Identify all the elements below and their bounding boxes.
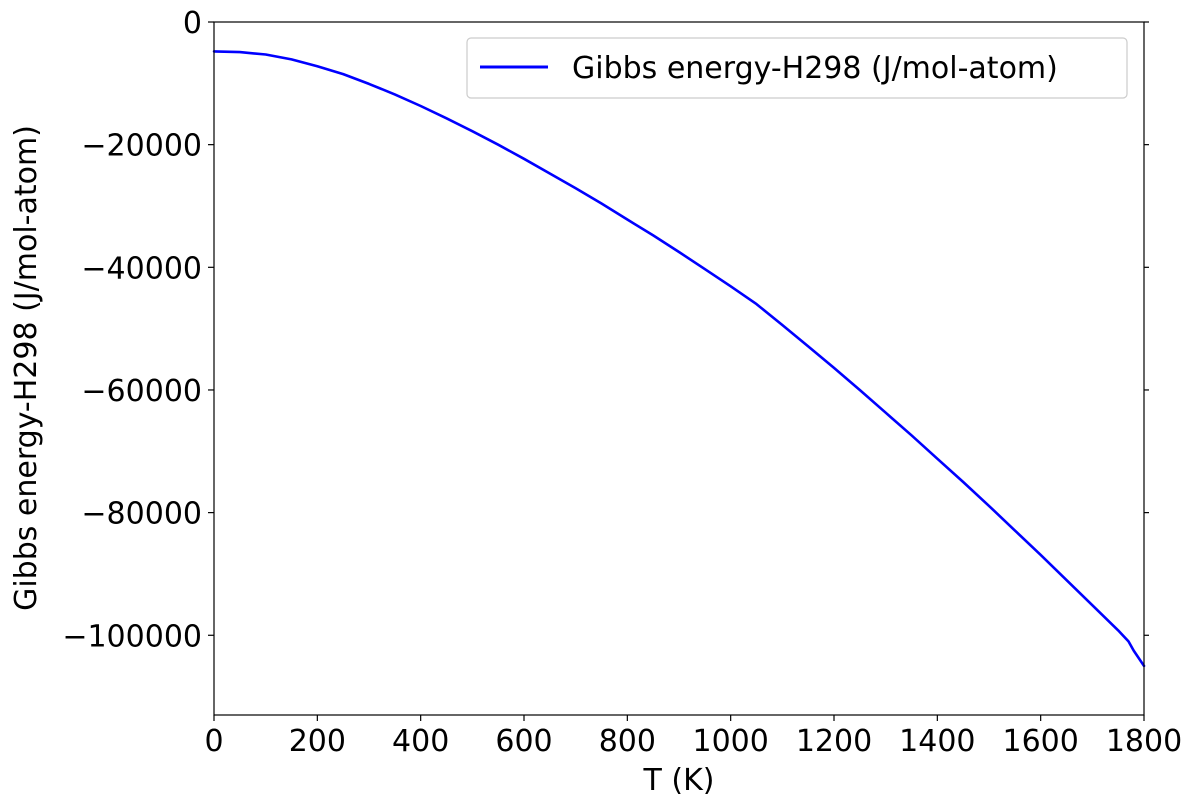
- y-tick-label: −80000: [81, 497, 202, 532]
- series-line-0: [212, 50, 1146, 668]
- y-tick-label: −60000: [81, 374, 202, 409]
- legend-entry-label: Gibbs energy-H298 (J/mol-atom): [572, 51, 1058, 86]
- x-tick-label: 1000: [692, 724, 768, 759]
- plot-area: [214, 22, 1144, 715]
- x-tick-label: 600: [495, 724, 552, 759]
- x-tick-label: 1200: [796, 724, 872, 759]
- x-tick-label: 1400: [899, 724, 975, 759]
- legend-box: [466, 37, 1128, 99]
- y-axis-ticks: 0 −20000 −40000 −60000 −80000 −100000: [62, 6, 1149, 654]
- x-axis-ticks: 0 200 400 600 800 1000 1200 1400 1600 1800: [204, 715, 1182, 759]
- x-tick-label: 400: [392, 724, 449, 759]
- x-tick-label: 1800: [1106, 724, 1182, 759]
- legend: Gibbs energy-H298 (J/mol-atom): [466, 37, 1128, 99]
- x-axis-label: T (K): [643, 763, 715, 798]
- series-layer: [212, 50, 1146, 668]
- x-tick-label: 0: [204, 724, 223, 759]
- y-tick-label: −100000: [62, 619, 202, 654]
- x-tick-label: 200: [289, 724, 346, 759]
- x-tick-label: 800: [599, 724, 656, 759]
- y-axis-label: Gibbs energy-H298 (J/mol-atom): [9, 125, 44, 611]
- y-tick-label: −20000: [81, 129, 202, 164]
- x-tick-label: 1600: [1002, 724, 1078, 759]
- y-tick-label: 0: [183, 6, 202, 41]
- plot-frame: [213, 21, 1145, 716]
- y-tick-label: −40000: [81, 251, 202, 286]
